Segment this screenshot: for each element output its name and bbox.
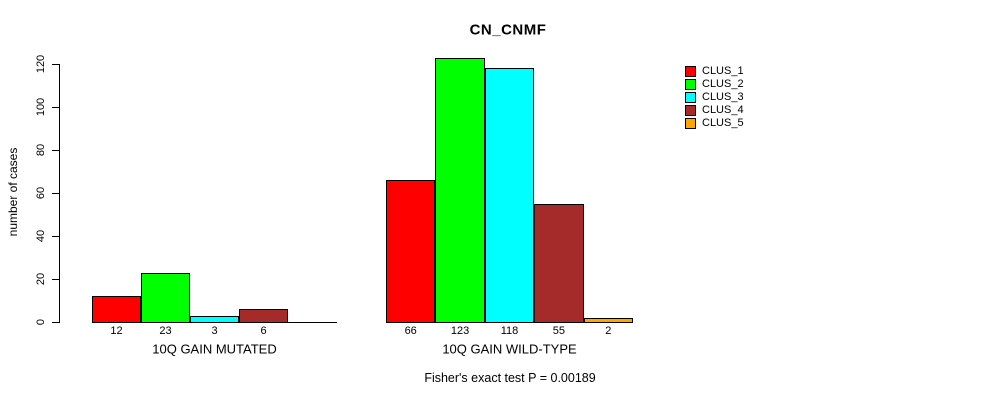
group-label: 10Q GAIN MUTATED [152,341,277,357]
bar [190,316,239,323]
y-tick-label: 0 [35,318,47,326]
y-tick-label: 120 [35,54,47,74]
bar [435,58,485,323]
legend-label: CLUS_4 [702,104,744,116]
y-tick-mark [52,150,59,151]
group-label: 10Q GAIN WILD-TYPE [442,341,577,357]
bar-value-label: 3 [211,325,218,337]
y-axis-line [59,64,60,323]
legend-swatch [685,118,696,129]
legend-swatch [685,79,696,90]
bar [92,296,141,323]
legend-label: CLUS_5 [702,117,744,129]
legend-item: CLUS_1 [685,66,744,77]
footer-note: Fisher's exact test P = 0.00189 [424,371,596,385]
bar-value-label: 118 [500,325,519,337]
y-tick-label: 60 [35,186,47,200]
bar-value-label: 55 [552,325,566,337]
y-tick-mark [52,107,59,108]
y-tick-mark [52,193,59,194]
legend-item: CLUS_5 [685,118,744,129]
y-tick-label: 40 [35,229,47,243]
y-tick-label: 100 [35,97,47,117]
y-tick-label: 80 [35,143,47,157]
bar [485,68,534,323]
bar-value-label: 12 [110,325,123,337]
legend-swatch [685,105,696,116]
bar-value-label: 23 [159,325,172,337]
chart-title: CN_CNMF [469,21,547,39]
y-tick-mark [52,236,59,237]
legend: CLUS_1 CLUS_2 CLUS_3 CLUS_4 CLUS_5 [685,66,744,131]
bar [141,273,190,323]
legend-item: CLUS_4 [685,105,744,116]
y-tick-mark [52,322,59,323]
legend-swatch [685,92,696,103]
y-tick-mark [52,279,59,280]
legend-item: CLUS_3 [685,92,744,103]
bar [534,204,584,323]
legend-label: CLUS_3 [702,91,744,103]
bar-value-label: 66 [404,325,417,337]
legend-label: CLUS_2 [702,78,744,90]
bar-value-label: 123 [450,325,470,337]
y-tick-label: 20 [35,272,47,286]
bar [386,180,435,323]
bar-value-label: 6 [260,325,267,337]
y-tick-mark [52,64,59,65]
legend-item: CLUS_2 [685,79,744,90]
bar [239,309,288,323]
legend-label: CLUS_1 [702,65,744,77]
legend-swatch [685,66,696,77]
bar [584,318,633,323]
bar-value-label: 2 [605,325,612,337]
y-axis-label: number of cases [6,147,20,237]
